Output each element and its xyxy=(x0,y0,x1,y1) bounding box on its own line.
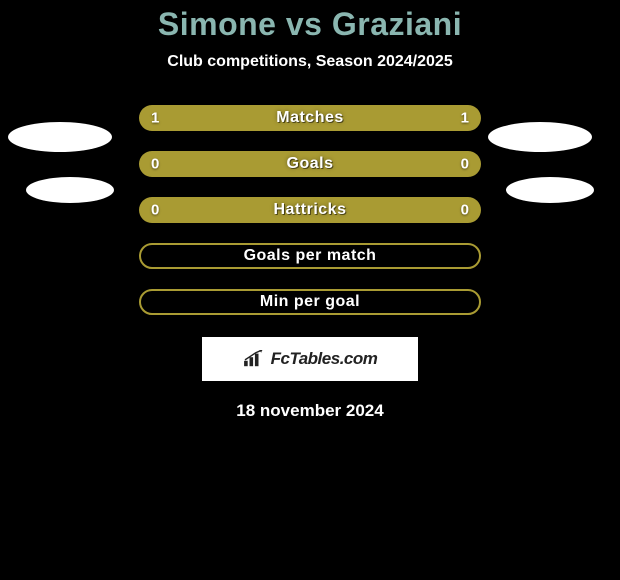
stat-right-matches: 1 xyxy=(461,110,469,127)
stat-left-goals: 0 xyxy=(151,156,159,173)
stat-label-mpg: Min per goal xyxy=(260,293,360,311)
stat-right-hattricks: 0 xyxy=(461,202,469,219)
stat-label-matches: Matches xyxy=(276,109,344,127)
stat-label-hattricks: Hattricks xyxy=(274,201,347,219)
stats-container: Matches 1 1 Goals 0 0 Hattricks 0 0 Goals per mat… xyxy=(139,105,481,315)
oval-left-2 xyxy=(26,177,114,203)
stat-right-goals: 0 xyxy=(461,156,469,173)
stat-row-matches: Matches 1 1 xyxy=(139,105,481,131)
subtitle: Club competitions, Season 2024/2025 xyxy=(0,53,620,71)
stat-label-gpm: Goals per match xyxy=(244,247,377,265)
logo-text: FcTables.com xyxy=(271,349,378,369)
stat-left-matches: 1 xyxy=(151,110,159,127)
oval-left-1 xyxy=(8,122,112,152)
stat-row-gpm: Goals per match xyxy=(139,243,481,269)
logo-box: FcTables.com xyxy=(202,337,418,381)
bar-chart-icon xyxy=(243,350,265,368)
stat-row-goals: Goals 0 0 xyxy=(139,151,481,177)
stat-row-hattricks: Hattricks 0 0 xyxy=(139,197,481,223)
oval-right-2 xyxy=(506,177,594,203)
page-title: Simone vs Graziani xyxy=(0,0,620,43)
stat-label-goals: Goals xyxy=(287,155,334,173)
oval-right-1 xyxy=(488,122,592,152)
stat-left-hattricks: 0 xyxy=(151,202,159,219)
date-line: 18 november 2024 xyxy=(0,401,620,421)
stat-row-mpg: Min per goal xyxy=(139,289,481,315)
